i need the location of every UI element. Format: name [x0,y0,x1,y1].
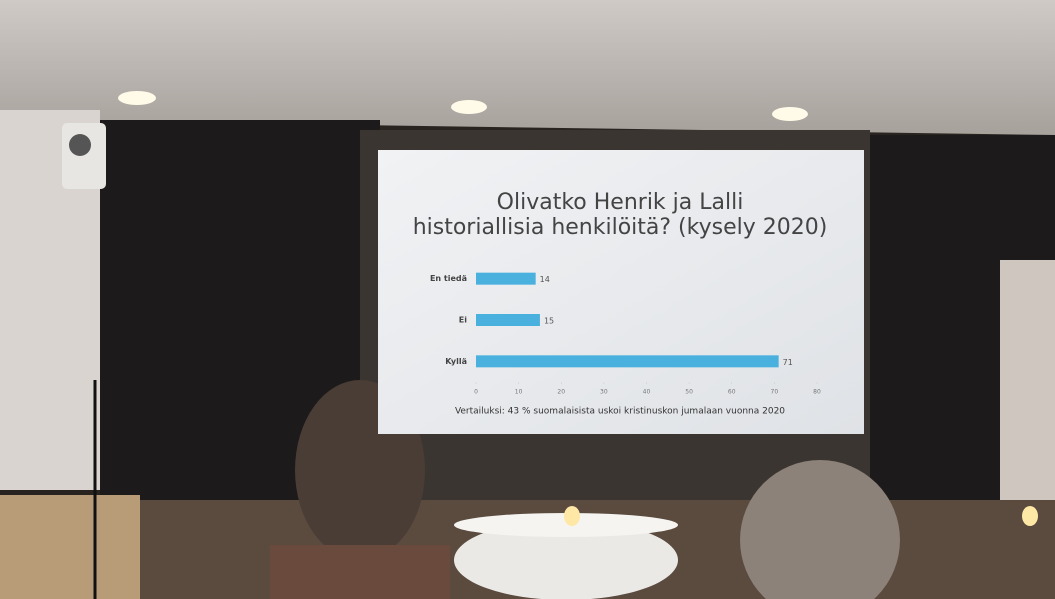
photo-scene: Olivatko Henrik ja Lalli historiallisia … [0,0,1055,599]
x-tick-label: 70 [771,389,779,396]
value-label: 15 [544,317,554,326]
x-tick-label: 60 [728,389,736,396]
chart-title: Olivatko Henrik ja Lalli [497,190,744,215]
speaker-cone [69,134,91,156]
speaker [62,123,106,189]
wall-curtain [1000,260,1055,510]
bar [476,355,779,367]
ceiling-light [118,91,156,105]
candle [1022,506,1038,526]
chart-title: historiallisia henkilöitä? (kysely 2020) [413,215,828,240]
ceiling [0,0,1055,135]
x-tick-label: 50 [685,389,693,396]
ceiling-light [451,100,487,114]
value-label: 71 [783,358,793,367]
y-tick-label: Ei [459,316,467,325]
ceiling-light [772,107,808,121]
x-tick-label: 10 [515,389,523,396]
x-tick-label: 20 [557,389,565,396]
x-tick-label: 80 [813,389,821,396]
counter [0,495,140,599]
y-tick-label: En tiedä [430,274,467,283]
x-tick-label: 0 [474,389,478,396]
x-tick-label: 30 [600,389,608,396]
bar [476,314,540,326]
bar [476,273,536,285]
value-label: 14 [540,275,550,284]
person-shoulders [270,545,450,599]
candle [564,506,580,526]
y-tick-label: Kyllä [445,357,467,366]
x-tick-label: 40 [643,389,651,396]
annotation: Vertailuksi: 43 % suomalaisista uskoi kr… [455,407,785,417]
